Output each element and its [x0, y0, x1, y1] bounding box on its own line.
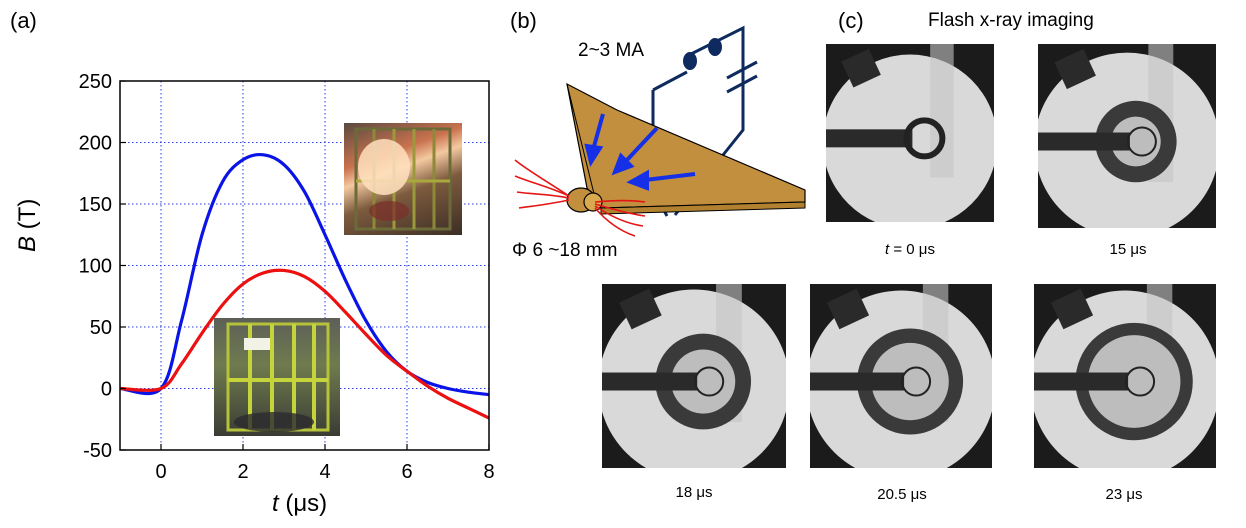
x-axis-label: t (μs) — [272, 490, 327, 518]
xray-caption-3: 18 μs — [634, 484, 754, 501]
x-tick-label: 8 — [483, 461, 494, 483]
xray-feed — [1034, 372, 1129, 391]
caption-time-value: = 0 μs — [889, 241, 935, 258]
xray-loop — [903, 117, 946, 160]
caption-time-value: 20.5 μs — [877, 486, 927, 503]
y-axis-variable: B — [14, 235, 41, 252]
xray-clamp — [826, 288, 870, 330]
xray-loop — [1126, 126, 1157, 157]
chart-series-layer — [119, 152, 490, 420]
xray-feed — [810, 372, 905, 391]
caption-time-value: 23 μs — [1105, 486, 1143, 503]
y-tick-label: 250 — [79, 71, 112, 93]
capacitor-plate-bottom — [726, 74, 758, 94]
xray-rod — [930, 44, 954, 178]
x-tick-label: 0 — [155, 461, 166, 483]
plasma-core — [671, 349, 736, 414]
xray-clamp — [1050, 288, 1094, 330]
panel-c-title: Flash x-ray imaging — [928, 10, 1094, 31]
x-tick-label: 6 — [401, 461, 412, 483]
xray-caption-4: 20.5 μs — [842, 486, 962, 503]
y-axis-unit: (T) — [14, 198, 41, 236]
panel-label-a: (a) — [10, 8, 37, 33]
series-line-1 — [119, 152, 490, 397]
inset-photo-discharge — [344, 123, 462, 235]
xray-caption-5: 23 μs — [1064, 486, 1184, 503]
x-axis-unit: (μs) — [278, 490, 328, 517]
field-lines — [514, 159, 646, 237]
diameter-label: Φ 6 ~18 mm — [512, 240, 618, 261]
panel-label-c: (c) — [838, 8, 864, 33]
caption-time-var: t — [885, 241, 890, 258]
transmission-plate — [566, 82, 806, 209]
y-tick-label: 150 — [79, 194, 112, 216]
xray-feed — [602, 372, 698, 391]
y-axis-label: B (T) — [14, 199, 42, 252]
xray-caption-2: 15 μs — [1068, 241, 1188, 258]
magnetic-field-chart: 0 2 4 6 8 -50 0 50 100 150 200 250 — [79, 71, 495, 483]
xray-image-5 — [1034, 284, 1216, 468]
xray-clamp — [841, 48, 881, 88]
plasma-core — [1087, 335, 1181, 428]
current-arrows — [584, 113, 696, 191]
xray-frame-3 — [602, 284, 786, 468]
switch-terminal-1 — [683, 52, 697, 70]
x-axis-variable: t — [272, 490, 279, 517]
series-line-2 — [119, 268, 490, 420]
xray-frame-5 — [1034, 284, 1216, 468]
x-tick-label: 2 — [237, 461, 248, 483]
xray-caption-1: t = 0 μs — [850, 241, 970, 258]
xray-image-2 — [1038, 44, 1216, 228]
setup-photo-art — [226, 322, 330, 432]
current-label: 2~3 MA — [578, 40, 645, 61]
xray-frame-2 — [1038, 44, 1216, 228]
y-tick-label: 50 — [90, 317, 112, 339]
discharge-photo-art — [354, 127, 452, 231]
plasma-core — [871, 342, 949, 421]
chart-ticks: 0 2 4 6 8 -50 0 50 100 150 200 250 — [79, 71, 495, 483]
caption-time-value: 18 μs — [675, 484, 713, 501]
x-tick-label: 4 — [319, 461, 330, 483]
xray-frame-4 — [810, 284, 992, 468]
switch-terminal-2 — [708, 38, 722, 56]
xray-clamp — [1054, 48, 1096, 90]
xray-loop — [694, 366, 725, 397]
plate-edge — [600, 201, 806, 215]
xray-loop — [1125, 366, 1156, 397]
xray-feed — [826, 129, 913, 148]
xray-loop — [901, 366, 932, 397]
apparatus-diagram — [514, 25, 806, 237]
capacitor-plate-top — [726, 60, 758, 80]
xray-frame-1 — [826, 44, 994, 222]
y-tick-label: 0 — [101, 379, 112, 401]
y-tick-label: 100 — [79, 256, 112, 278]
y-tick-label: -50 — [83, 440, 112, 462]
xray-image-4 — [810, 284, 992, 468]
caption-time-value: 15 μs — [1109, 241, 1147, 258]
y-tick-label: 200 — [79, 133, 112, 155]
inset-photo-setup — [214, 318, 340, 436]
xray-feed — [1038, 132, 1130, 151]
panel-label-b: (b) — [510, 8, 537, 33]
xray-clamp — [619, 288, 662, 330]
xray-image-1 — [826, 44, 994, 222]
xray-image-3 — [602, 284, 786, 468]
